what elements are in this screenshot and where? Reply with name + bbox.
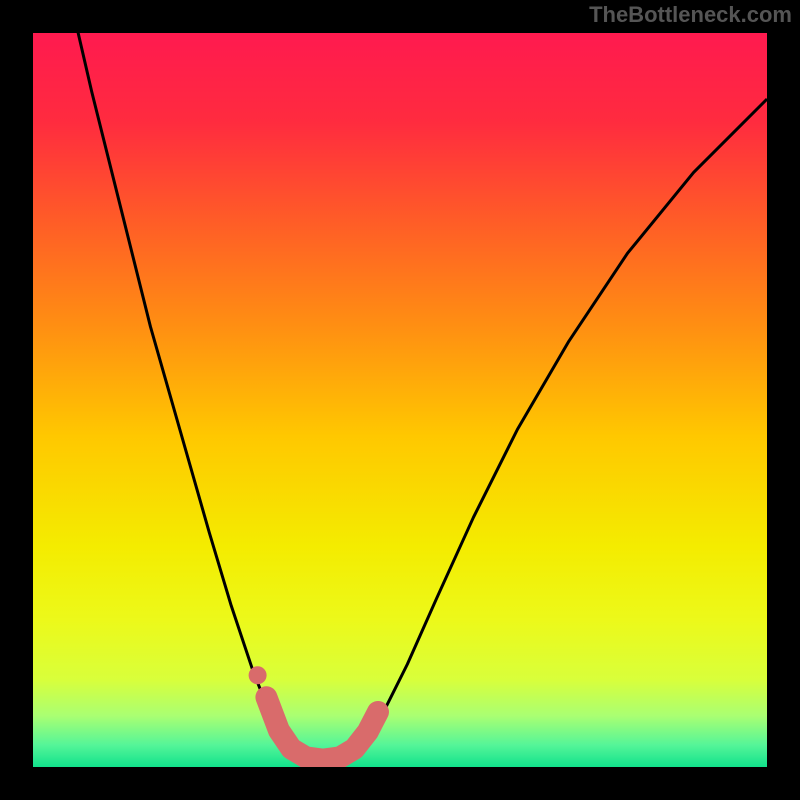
highlight-band: [266, 697, 378, 759]
watermark-text: TheBottleneck.com: [589, 2, 792, 28]
highlight-dot: [249, 666, 267, 684]
chart-svg: [33, 33, 767, 767]
bottleneck-curve: [70, 33, 767, 761]
plot-area: [33, 33, 767, 767]
